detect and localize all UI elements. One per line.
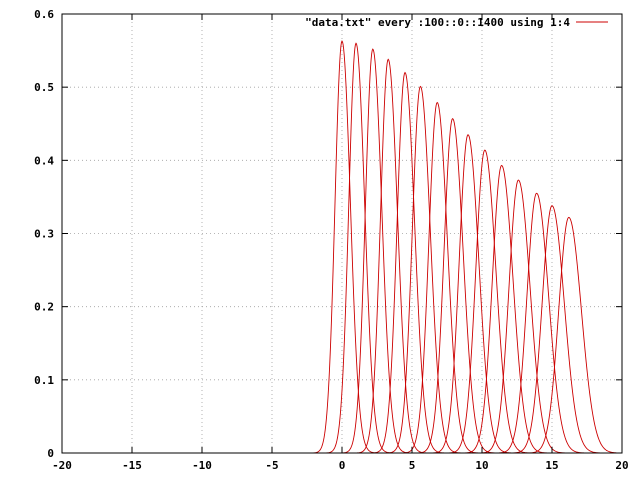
series-line-peak: [375, 85, 468, 454]
series-line-peak: [392, 101, 485, 454]
x-tick-label: -20: [52, 459, 72, 472]
series-line-peak: [407, 117, 501, 454]
y-tick-label: 0.1: [34, 374, 54, 387]
series-line-peak: [456, 164, 550, 454]
series-group: [297, 40, 622, 454]
x-tick-label: -5: [265, 459, 278, 472]
legend: "data.txt" every :100::0::1400 using 1:4: [305, 16, 608, 29]
x-tick-label: -10: [192, 459, 212, 472]
y-tick-label: 0: [47, 447, 54, 460]
x-tick-label: -15: [122, 459, 142, 472]
x-tick-label: 5: [409, 459, 416, 472]
series-line-peak: [506, 205, 600, 454]
x-tick-label: 0: [339, 459, 346, 472]
series-line-peak: [473, 179, 567, 454]
ticks: -20 -15 -10 -5 0 5 10 15 20 0 0.1 0.2 0.3 0.4 0.5 0.6: [34, 8, 629, 472]
grid: [62, 14, 622, 453]
y-tick-label: 0.2: [34, 301, 54, 314]
series-line-peak: [311, 42, 404, 454]
y-tick-label: 0.6: [34, 8, 54, 21]
x-tick-label: 10: [475, 459, 488, 472]
y-tick-label: 0.3: [34, 228, 54, 241]
series-line-peak: [523, 216, 617, 454]
series-line-peak: [423, 134, 516, 454]
series-line-peak: [440, 149, 533, 454]
x-tick-label: 15: [545, 459, 558, 472]
y-tick-label: 0.4: [34, 154, 54, 167]
y-tick-label: 0.5: [34, 81, 54, 94]
x-tick-label: 20: [615, 459, 628, 472]
series-line-peak: [491, 192, 585, 454]
legend-label: "data.txt" every :100::0::1400 using 1:4: [305, 16, 570, 29]
series-line-peak: [297, 40, 390, 454]
